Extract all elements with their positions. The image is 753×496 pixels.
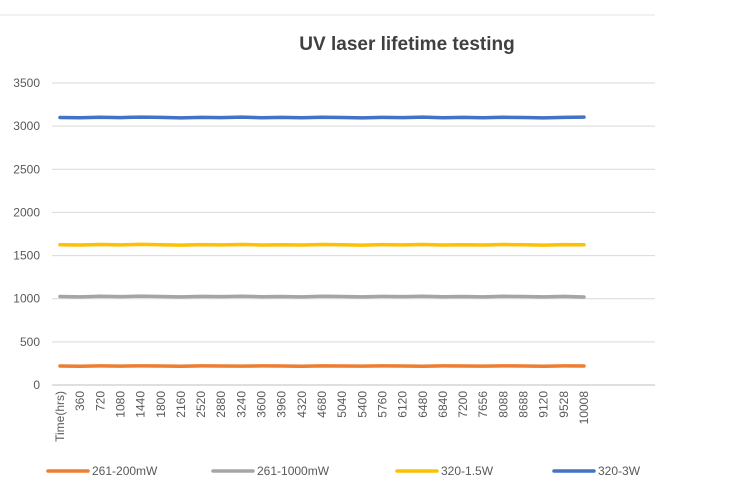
x-tick-label: 2520 (194, 391, 208, 418)
x-tick-label: 1080 (113, 391, 127, 418)
x-tick-label: 7200 (456, 391, 470, 418)
x-tick-label: 3240 (234, 391, 248, 418)
x-tick-label: 6120 (396, 391, 410, 418)
x-tick-label: 4320 (295, 391, 309, 418)
x-tick-label: 2160 (174, 391, 188, 418)
x-tick-label: 5400 (355, 391, 369, 418)
x-tick-label: 10008 (577, 391, 591, 425)
x-tick-label: 3960 (275, 391, 289, 418)
y-tick-label: 1000 (13, 292, 40, 306)
series-line-261-1000mW (60, 296, 584, 297)
x-tick-label: 4680 (315, 391, 329, 418)
legend-label: 320-1.5W (441, 464, 494, 478)
y-axis: 0 500 1000 1500 2000 2500 3000 3500 (13, 76, 40, 392)
x-tick-label: 720 (93, 391, 107, 411)
x-tick-label: 360 (73, 391, 87, 411)
y-tick-label: 3500 (13, 76, 40, 90)
x-tick-label: 6840 (436, 391, 450, 418)
x-tick-label: 5760 (375, 391, 389, 418)
x-tick-label: 1800 (154, 391, 168, 418)
series-line-320-3W (60, 117, 584, 118)
series-lines (60, 117, 584, 366)
x-tick-label: 2880 (214, 391, 228, 418)
x-tick-label: Time(hrs) (53, 391, 67, 442)
legend-label: 261-1000mW (257, 464, 330, 478)
series-line-320-1.5W (60, 244, 584, 245)
x-tick-label: 8088 (496, 391, 510, 418)
x-tick-label: 8688 (517, 391, 531, 418)
chart-title: UV laser lifetime testing (299, 34, 514, 55)
y-tick-label: 2500 (13, 162, 40, 176)
y-tick-label: 2000 (13, 205, 40, 219)
x-axis: Time(hrs) 360 720 1080 1440 1800 2160 2520 2880 3… (53, 391, 591, 442)
x-tick-label: 9120 (537, 391, 551, 418)
y-tick-label: 3000 (13, 119, 40, 133)
x-tick-label: 9528 (557, 391, 571, 418)
y-tick-label: 500 (20, 335, 40, 349)
gridlines (52, 83, 655, 385)
legend-label: 261-200mW (92, 464, 158, 478)
x-tick-label: 3600 (255, 391, 269, 418)
x-tick-label: 1440 (134, 391, 148, 418)
x-tick-label: 5040 (335, 391, 349, 418)
y-tick-label: 0 (33, 378, 40, 392)
legend: 261-200mW 261-1000mW 320-1.5W 320-3W (48, 464, 641, 478)
y-tick-label: 1500 (13, 249, 40, 263)
x-tick-label: 6480 (416, 391, 430, 418)
legend-label: 320-3W (598, 464, 641, 478)
x-tick-label: 7656 (476, 391, 490, 418)
